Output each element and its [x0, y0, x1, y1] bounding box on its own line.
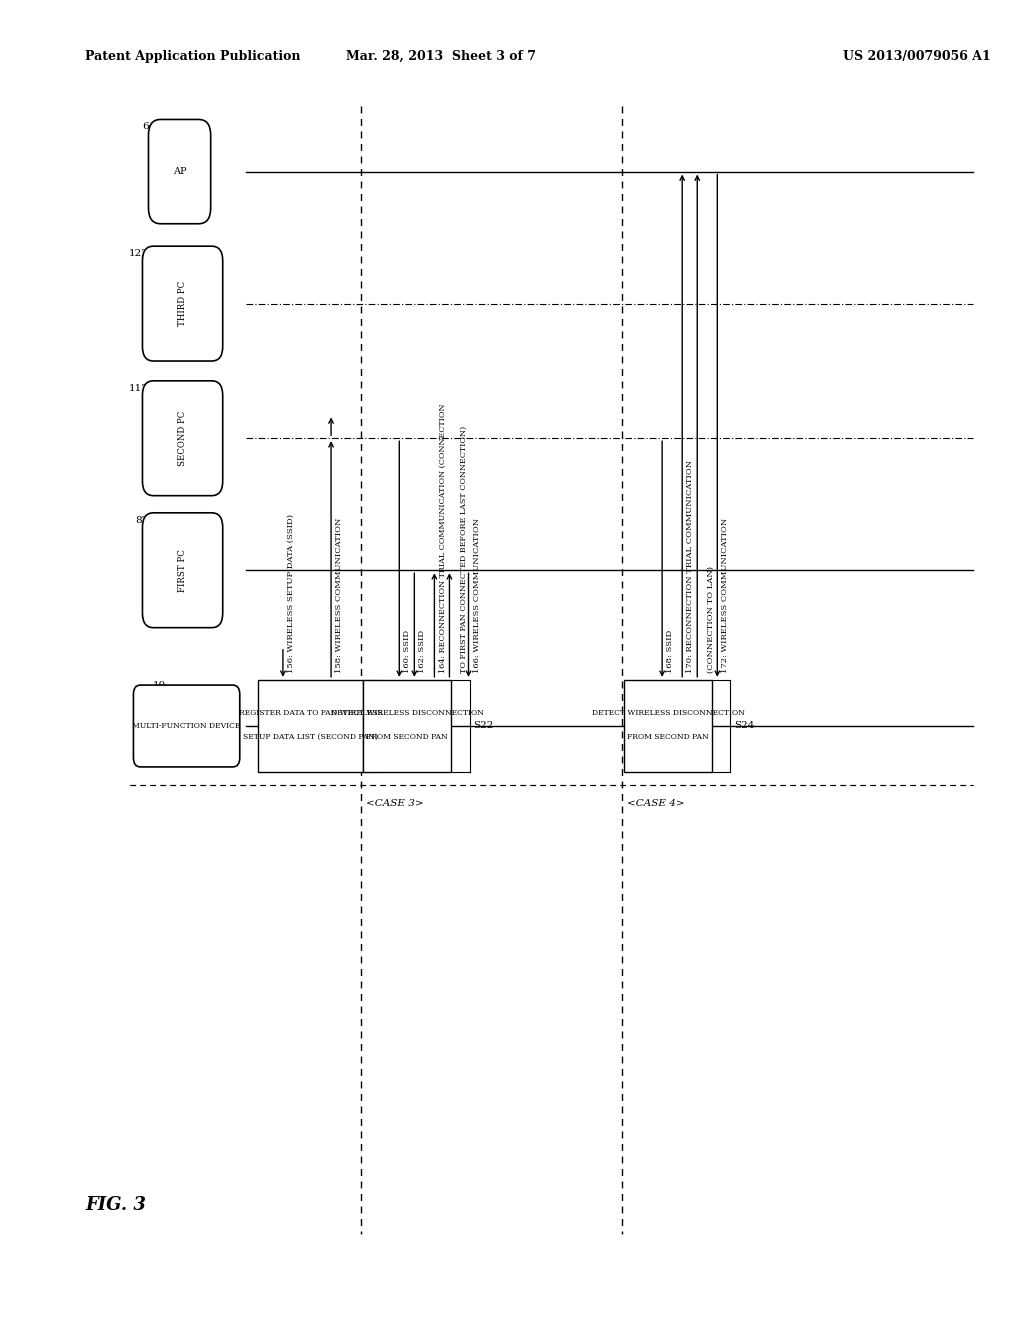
Text: SECOND PC: SECOND PC: [178, 411, 187, 466]
Text: 158: WIRELESS COMMUNICATION: 158: WIRELESS COMMUNICATION: [335, 517, 343, 673]
Text: <CASE 3>: <CASE 3>: [367, 799, 424, 808]
Text: DETECT WIRELESS DISCONNECTION: DETECT WIRELESS DISCONNECTION: [331, 709, 483, 717]
Text: S24: S24: [734, 722, 755, 730]
Text: Mar. 28, 2013  Sheet 3 of 7: Mar. 28, 2013 Sheet 3 of 7: [346, 50, 537, 63]
Text: S22: S22: [473, 722, 494, 730]
Text: SETUP DATA LIST (SECOND PAN): SETUP DATA LIST (SECOND PAN): [243, 733, 378, 741]
Text: 64: 64: [142, 123, 156, 132]
Text: 122: 122: [129, 249, 148, 259]
Bar: [364, 680, 452, 772]
Text: Patent Application Publication: Patent Application Publication: [85, 50, 301, 63]
Text: THIRD PC: THIRD PC: [178, 281, 187, 326]
Text: TO FIRST PAN CONNECTED BEFORE LAST CONNECTION): TO FIRST PAN CONNECTED BEFORE LAST CONNE…: [460, 426, 468, 673]
Text: 160: SSID: 160: SSID: [403, 630, 412, 673]
Text: 156: WIRELESS SETUP DATA (SSID): 156: WIRELESS SETUP DATA (SSID): [287, 515, 295, 673]
Text: FROM SECOND PAN: FROM SECOND PAN: [628, 733, 709, 741]
Text: 10: 10: [153, 681, 166, 690]
Text: US 2013/0079056 A1: US 2013/0079056 A1: [843, 50, 990, 63]
Bar: [258, 680, 364, 772]
Text: 170: RECONNECTION TRIAL COMMUNICATION: 170: RECONNECTION TRIAL COMMUNICATION: [686, 461, 694, 673]
Text: FIG. 3: FIG. 3: [85, 1196, 146, 1214]
Text: MULTI-FUNCTION DEVICE: MULTI-FUNCTION DEVICE: [132, 722, 241, 730]
Text: (CONNECTION TO LAN): (CONNECTION TO LAN): [708, 566, 716, 673]
Text: 168: SSID: 168: SSID: [667, 630, 674, 673]
FancyBboxPatch shape: [148, 120, 211, 223]
FancyBboxPatch shape: [142, 246, 222, 360]
Text: REGISTER DATA TO PAN WIRELESS: REGISTER DATA TO PAN WIRELESS: [239, 709, 382, 717]
Text: 164: RECONNECTION TRIAL COMMUNICATION (CONNECTION: 164: RECONNECTION TRIAL COMMUNICATION (C…: [438, 404, 446, 673]
Text: FIRST PC: FIRST PC: [178, 549, 187, 591]
Text: S20: S20: [385, 722, 406, 730]
Bar: [624, 680, 713, 772]
FancyBboxPatch shape: [142, 380, 222, 495]
FancyBboxPatch shape: [142, 513, 222, 628]
Text: <CASE 4>: <CASE 4>: [627, 799, 685, 808]
Text: 162: SSID: 162: SSID: [419, 630, 426, 673]
Text: 166: WIRELESS COMMUNICATION: 166: WIRELESS COMMUNICATION: [472, 517, 480, 673]
Text: 112: 112: [129, 384, 148, 393]
Text: AP: AP: [173, 168, 186, 176]
Text: 82: 82: [135, 516, 148, 525]
Text: 172: WIRELESS COMMUNICATION: 172: WIRELESS COMMUNICATION: [721, 517, 729, 673]
Text: DETECT WIRELESS DISCONNECTION: DETECT WIRELESS DISCONNECTION: [592, 709, 744, 717]
Text: FROM SECOND PAN: FROM SECOND PAN: [367, 733, 449, 741]
FancyBboxPatch shape: [133, 685, 240, 767]
